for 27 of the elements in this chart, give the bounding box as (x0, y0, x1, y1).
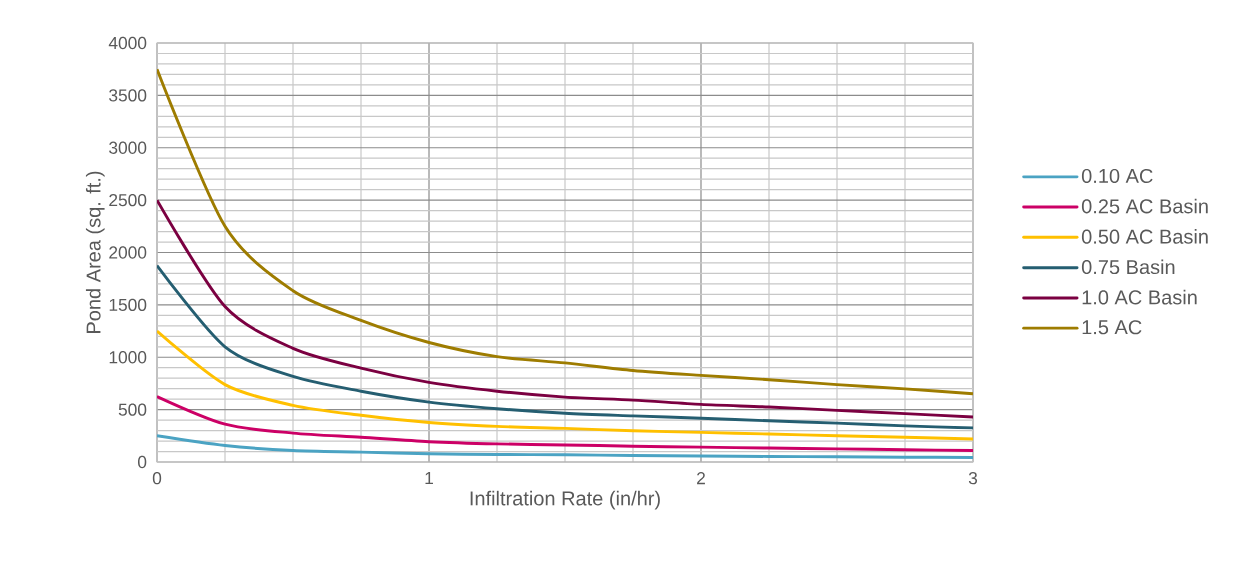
line-series (157, 395, 973, 453)
legend-label: 1.0 AC Basin (1082, 289, 1197, 305)
y-tick-label: 4000 (108, 36, 147, 50)
line-series (157, 434, 973, 459)
legend-label: 0.75 Basin (1081, 259, 1175, 275)
x-tick-label: 3 (968, 472, 978, 485)
line-series (157, 67, 973, 396)
y-tick-label: 500 (118, 403, 147, 416)
legend-label: 0.50 AC Basin (1081, 229, 1208, 244)
legend-label: 1.5 AC (1082, 320, 1142, 335)
x-tick-label: 1 (425, 472, 433, 484)
y-axis-title: Pond Area (sq. ft.) (85, 171, 105, 333)
x-axis-title: Infiltration Rate (in/hr) (470, 490, 660, 510)
line-series (157, 329, 973, 441)
y-tick-label: 0 (137, 455, 147, 469)
y-tick-label: 1000 (109, 351, 147, 364)
y-tick-label: 2500 (109, 193, 147, 207)
x-tick-label: 0 (152, 472, 162, 485)
y-tick-label: 2000 (109, 246, 147, 259)
y-tick-label: 1500 (109, 298, 147, 312)
legend-label: 0.10 AC (1081, 168, 1153, 184)
y-tick-label: 3000 (109, 141, 147, 154)
y-tick-label: 3500 (109, 89, 147, 102)
line-series (157, 198, 973, 419)
line-series (157, 264, 973, 430)
x-tick-label: 2 (697, 472, 705, 485)
legend-label: 0.25 AC Basin (1081, 198, 1208, 214)
